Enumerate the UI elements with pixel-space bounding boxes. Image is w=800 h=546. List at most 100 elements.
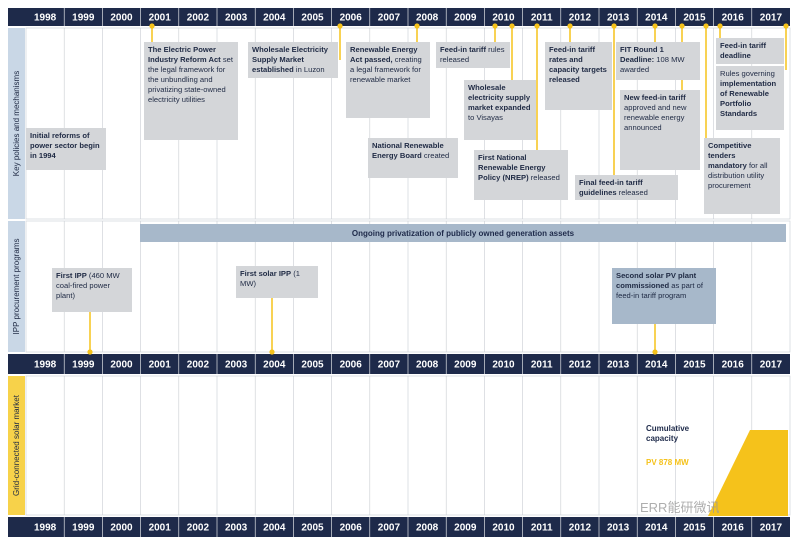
event-text: 108 MW awarded	[620, 55, 685, 75]
connector-dot	[87, 349, 93, 355]
year-label: 2002	[187, 360, 210, 371]
connector-dot	[611, 23, 617, 29]
year-label: 2017	[760, 13, 783, 24]
year-label: 2000	[110, 523, 133, 534]
section-label: Grid-connected solar market	[12, 394, 21, 496]
event-box: FIT Round 1 Deadline: 108 MW awarded	[616, 42, 700, 80]
event-text: Feed-in tariff	[440, 45, 486, 54]
event-box: Second solar PV plant commissioned as pa…	[612, 268, 716, 324]
event-box: National Renewable Energy Board created	[368, 138, 458, 178]
section-label: Key policies and mechanisms	[12, 71, 21, 176]
event-text: Initial reforms of power sector begin in…	[30, 131, 100, 161]
event-text: The Electric Power Industry Reform Act	[148, 45, 221, 65]
year-label: 2011	[531, 13, 553, 24]
year-label: 2014	[645, 13, 668, 24]
connector-dot	[149, 23, 155, 29]
connector-dot	[337, 23, 343, 29]
year-label: 2003	[225, 360, 248, 371]
year-label: 1998	[34, 360, 57, 371]
year-label: 2003	[225, 13, 248, 24]
year-label: 2010	[492, 523, 515, 534]
event-text: implementation of Renewable Portfolio St…	[720, 79, 777, 119]
year-label: 2010	[492, 13, 515, 24]
year-label: 2001	[149, 360, 172, 371]
section-label-bg	[8, 28, 25, 219]
privatization-text: Ongoing privatization of publicly owned …	[352, 229, 575, 238]
connector-dot	[679, 23, 685, 29]
year-label: 1999	[72, 523, 95, 534]
event-text: Wholesale electricity supply market expa…	[468, 83, 531, 113]
event-text: (1 MW)	[240, 269, 300, 289]
year-label: 2015	[683, 13, 706, 24]
year-label: 2000	[110, 13, 133, 24]
year-label: 2016	[722, 360, 745, 371]
year-label: 2007	[378, 13, 401, 24]
year-label: 2017	[760, 360, 783, 371]
year-label: 2005	[301, 360, 324, 371]
connector-dot	[269, 349, 275, 355]
year-label: 2004	[263, 13, 286, 24]
year-label: 2006	[340, 13, 363, 24]
year-label: 2009	[454, 523, 477, 534]
year-label: 2001	[149, 523, 172, 534]
event-box: Wholesale Electricity Supply Market esta…	[248, 42, 338, 78]
year-label: 2012	[569, 360, 592, 371]
event-text: to Visayas	[468, 113, 503, 123]
privatization-bar	[140, 224, 786, 242]
year-label: 2015	[683, 523, 706, 534]
section-label-bg	[8, 376, 25, 515]
solar-label: Cumulative capacity	[646, 424, 690, 443]
connector-dot	[509, 23, 515, 29]
year-label: 2012	[569, 523, 592, 534]
event-text: New feed-in tariff	[624, 93, 686, 102]
year-label: 2009	[454, 360, 477, 371]
year-label: 2006	[340, 360, 363, 371]
year-label: 2009	[454, 13, 477, 24]
year-label: 2002	[187, 13, 210, 24]
connector-dot	[783, 23, 789, 29]
connector-dot	[652, 23, 658, 29]
watermark: ERR能研微讯	[640, 500, 719, 515]
event-text: First National Renewable Energy Policy (…	[478, 153, 546, 183]
year-bar	[8, 8, 790, 26]
event-text: First IPP	[56, 271, 87, 280]
year-label: 2011	[531, 523, 553, 534]
event-box: The Electric Power Industry Reform Act s…	[144, 42, 238, 140]
year-label: 2010	[492, 360, 515, 371]
event-text: rules released	[440, 45, 505, 65]
event-text: Feed-in tariff deadline	[720, 41, 766, 61]
year-bar	[8, 517, 790, 537]
event-text: Wholesale Electricity Supply Market esta…	[252, 45, 328, 75]
year-label: 1999	[72, 360, 95, 371]
event-box: Feed-in tariff rules released	[436, 42, 510, 68]
connector-dot	[492, 23, 498, 29]
year-label: 2012	[569, 13, 592, 24]
event-text: approved and new renewable energy announ…	[624, 103, 687, 133]
event-text: Rules governing	[720, 69, 775, 78]
event-text: for all distribution utility procurement	[708, 161, 768, 191]
year-label: 2013	[607, 523, 630, 534]
year-label: 2005	[301, 13, 324, 24]
solar-capacity-area	[708, 430, 788, 516]
connector-dot	[717, 23, 723, 29]
event-box: Wholesale electricity supply market expa…	[464, 80, 536, 140]
event-box: Renewable Energy Act passed, creating a …	[346, 42, 430, 118]
year-label: 2013	[607, 360, 630, 371]
section-label: IPP procurement programs	[12, 239, 21, 335]
year-label: 2000	[110, 360, 133, 371]
event-text: Feed-in tariff rates and capacity target…	[549, 45, 607, 85]
year-label: 2004	[263, 360, 286, 371]
event-box: Rules governing implementation of Renewa…	[716, 66, 784, 130]
year-label: 2004	[263, 523, 286, 534]
year-label: 2008	[416, 360, 439, 371]
event-text: creating a legal framework for renewable…	[350, 55, 422, 85]
year-label: 2007	[378, 523, 401, 534]
year-label: 2008	[416, 13, 439, 24]
year-label: 2014	[645, 360, 668, 371]
year-label: 2016	[722, 13, 745, 24]
event-box: First IPP (460 MW coal-fired power plant…	[52, 268, 132, 312]
year-label: 1998	[34, 13, 57, 24]
event-text: set the legal framework for the unbundli…	[148, 55, 233, 105]
section-label-bg	[8, 221, 25, 352]
year-label: 2015	[683, 360, 706, 371]
